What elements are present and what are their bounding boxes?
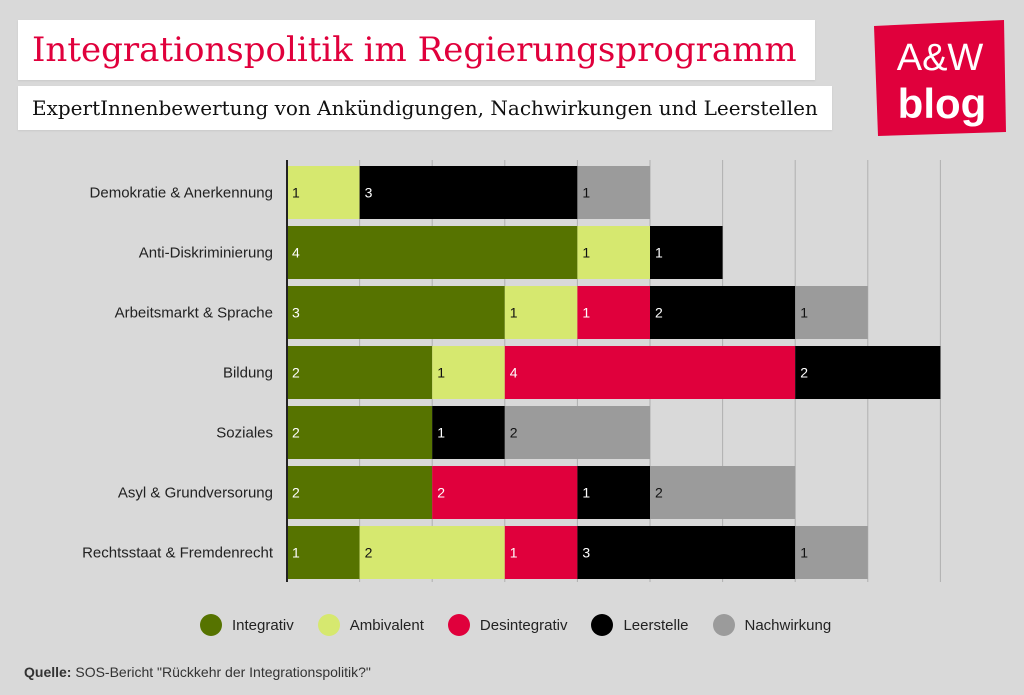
bar-segment [432,466,578,519]
logo-text-aw: A&W [897,37,984,79]
data-label: 2 [292,485,300,501]
bar-segment [795,526,868,579]
legend-item: Leerstelle [591,614,689,636]
data-label: 1 [292,185,300,201]
data-label: 1 [510,545,518,561]
bar-segment [287,406,433,459]
logo-background [874,20,1006,136]
legend-item: Desintegrativ [447,614,568,636]
legend-item: Nachwirkung [712,614,832,636]
data-label: 1 [582,305,590,321]
data-label: 1 [292,545,300,561]
data-label: 4 [510,365,518,381]
chart-subtitle: ExpertInnenbewertung von Ankündigungen, … [32,96,818,120]
data-label: 2 [292,425,300,441]
legend-item: Ambivalent [317,614,424,636]
category-label: Asyl & Grundversorung [118,485,273,502]
bar-segment [287,166,360,219]
legend-label: Nachwirkung [744,616,832,634]
bar-segment [287,346,433,399]
bar-segment [287,226,578,279]
data-label: 1 [582,245,590,261]
category-label: Anti-Diskriminierung [139,245,273,262]
legend-item: Integrativ [200,614,294,636]
legend-label: Desintegrativ [479,616,568,634]
legend-swatch [591,614,614,636]
stacked-bar-chart: Demokratie & Anerkennung 1 3 1 Anti-Diskrimi… [82,160,941,582]
data-label: 3 [292,305,300,321]
bar-segment [287,466,433,519]
bar-segment [504,526,578,579]
data-label: 2 [292,365,300,381]
logo-text-blog: blog [898,80,987,127]
bar-segment [795,286,868,339]
legend-label: Integrativ [232,616,294,634]
bar-segment [650,286,796,339]
data-label: 1 [437,365,445,381]
title-box: Integrationspolitik im Regierungsprogram… [18,20,815,80]
bar-segment [359,166,578,219]
data-label: 2 [365,545,373,561]
legend-swatch [317,614,340,636]
bar-segment [650,226,723,279]
subtitle-box: ExpertInnenbewertung von Ankündigungen, … [18,86,832,130]
legend-swatch [200,614,222,636]
bar-segment [504,286,578,339]
bar-segment [795,346,941,399]
data-label: 2 [655,485,663,501]
legend-label: Leerstelle [623,616,689,634]
bar-segment [287,286,505,339]
data-label: 1 [655,245,663,261]
legend-label: Ambivalent [349,616,424,634]
bar-segment [650,466,796,519]
bar-segment [287,526,360,579]
legend-swatch [712,614,735,636]
bar-segment [577,286,650,339]
category-label: Demokratie & Anerkennung [90,185,273,202]
data-label: 2 [655,305,663,321]
data-label: 4 [292,245,300,261]
data-label: 2 [437,485,445,501]
data-label: 3 [582,545,590,561]
legend: Integrativ Ambivalent Desintegrativ Leerste… [200,614,855,636]
chart-title: Integrationspolitik im Regierungsprogram… [32,30,797,70]
data-label: 3 [365,185,373,201]
legend-swatch [447,614,470,636]
data-label: 1 [510,305,518,321]
category-label: Arbeitsmarkt & Sprache [115,305,273,322]
category-label: Bildung [223,365,273,382]
category-label: Soziales [216,425,273,442]
data-label: 1 [582,185,590,201]
bar-segment [577,466,650,519]
category-label: Rechtsstaat & Fremdenrecht [82,545,274,562]
source-label: Quelle: [24,664,72,680]
bar-segment [359,526,505,579]
data-label: 1 [582,485,590,501]
aw-blog-logo: A&W blog [874,20,1006,136]
data-label: 1 [437,425,445,441]
data-label: 1 [800,305,808,321]
data-label: 2 [510,425,518,441]
source-text: SOS-Bericht "Rückkehr der Integrationspo… [75,664,371,680]
source-note: Quelle: SOS-Bericht "Rückkehr der Integr… [24,664,371,680]
bar-segment [432,406,505,459]
bar-segment [504,346,796,399]
bar-segment [432,346,505,399]
bar-segment [577,166,650,219]
data-label: 2 [800,365,808,381]
data-label: 1 [800,545,808,561]
bar-segment [577,226,650,279]
bar-segment [577,526,796,579]
bar-segment [504,406,650,459]
